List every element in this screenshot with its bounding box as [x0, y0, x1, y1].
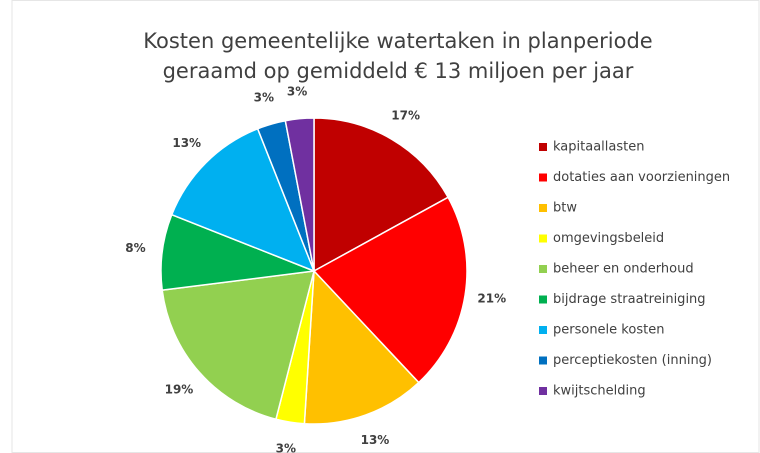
pie-slice [312, 196, 468, 384]
legend-swatch [539, 387, 547, 395]
chart-title: Kosten gemeentelijke watertaken in planp… [143, 29, 652, 53]
pie-slice [313, 117, 450, 273]
legend-label: dotaties aan voorzieningen [553, 170, 730, 185]
pie-slice [161, 270, 316, 421]
legend-label: personele kosten [553, 323, 664, 338]
legend-label: beheer en onderhoud [553, 262, 694, 277]
legend-label: bijdrage straatreiniging [553, 292, 706, 307]
legend-label: omgevingsbeleid [553, 231, 664, 246]
data-label: 13% [361, 433, 390, 447]
legend-label: btw [553, 201, 577, 216]
data-label: 13% [172, 136, 201, 150]
data-label: 3% [254, 91, 274, 105]
pie-slice [303, 269, 420, 425]
legend-swatch [539, 234, 547, 243]
data-label: 17% [391, 109, 420, 123]
data-label: 21% [477, 292, 506, 306]
legend-swatch [539, 356, 547, 365]
legend-swatch [539, 173, 547, 182]
data-label: 8% [125, 241, 145, 255]
legend-label: kapitaallasten [553, 140, 644, 155]
legend-swatch [539, 265, 547, 273]
legend-swatch [539, 295, 547, 304]
legend-label: kwijtschelding [553, 384, 646, 399]
chart-subtitle: geraamd op gemiddeld € 13 miljoen per ja… [163, 59, 634, 83]
legend-swatch [539, 204, 547, 212]
pie-slice [170, 127, 316, 273]
legend-label: perceptiekosten (inning) [553, 353, 712, 368]
legend-swatch [539, 326, 547, 334]
data-label: 3% [276, 441, 296, 453]
pie-slice [284, 117, 315, 272]
legend-swatch [539, 143, 547, 151]
data-label: 3% [287, 84, 307, 98]
data-label: 19% [165, 383, 194, 397]
